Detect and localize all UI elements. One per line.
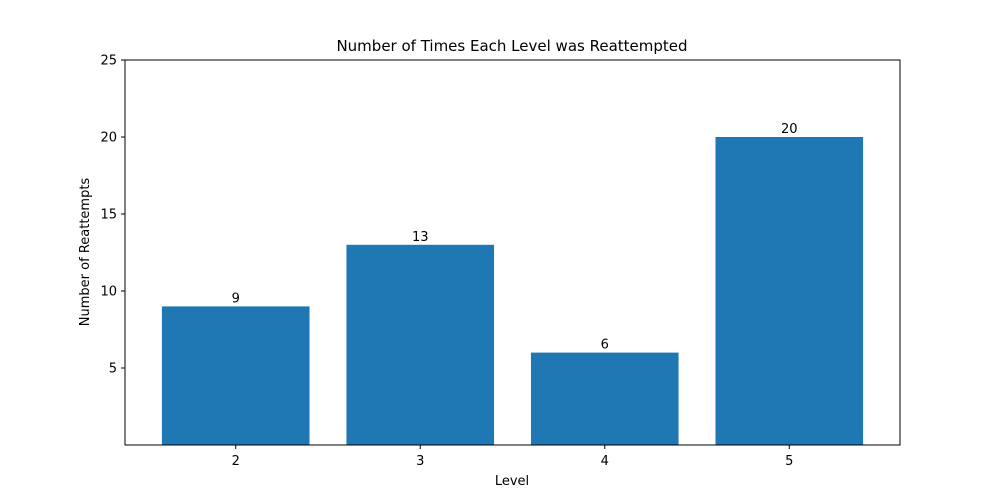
y-tick-label: 20 — [100, 131, 117, 146]
y-axis-label: Number of Reattempts — [78, 178, 93, 327]
data-label-level-4: 6 — [601, 338, 609, 353]
data-label-level-2: 9 — [232, 291, 240, 306]
bar-level-3 — [346, 244, 495, 445]
x-tick-label: 5 — [785, 454, 793, 469]
bar-level-4 — [530, 352, 679, 445]
bar-level-2 — [161, 306, 310, 445]
y-axis-ticks: 5 10 15 20 25 — [100, 54, 125, 377]
x-tick-label: 4 — [601, 454, 609, 469]
data-label-level-5: 20 — [781, 122, 798, 137]
y-tick-label: 25 — [100, 54, 117, 69]
data-labels-layer: 9 13 6 20 — [232, 122, 798, 353]
plot-frame — [124, 59, 901, 446]
chart-title: Number of Times Each Level was Reattempt… — [336, 37, 687, 55]
bars-layer — [161, 137, 864, 445]
bar-level-5 — [715, 137, 864, 445]
x-tick-label: 2 — [232, 454, 240, 469]
x-tick-label: 3 — [416, 454, 424, 469]
y-tick-label: 10 — [100, 285, 117, 300]
x-axis-ticks: 2 3 4 5 — [232, 445, 793, 469]
x-axis-label: Level — [495, 474, 529, 489]
y-tick-label: 5 — [109, 362, 117, 377]
data-label-level-3: 13 — [412, 230, 429, 245]
y-tick-label: 15 — [100, 208, 117, 223]
